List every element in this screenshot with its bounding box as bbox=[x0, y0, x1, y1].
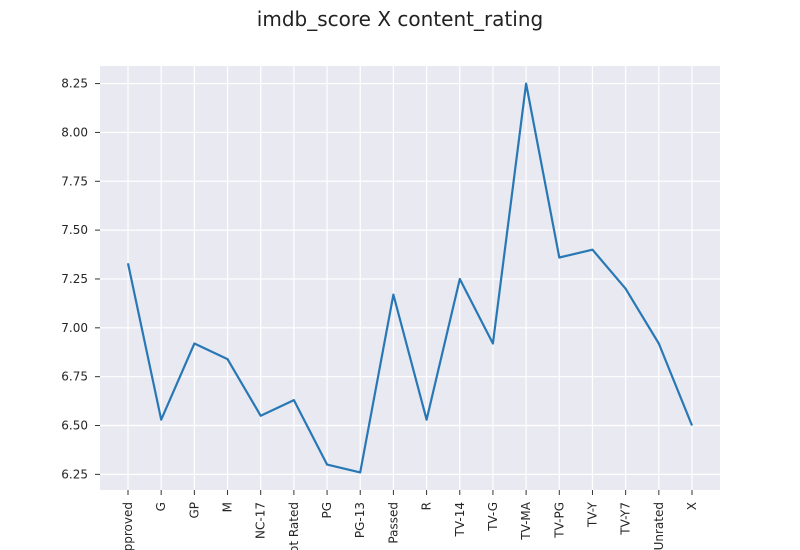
y-tick-label: 7.00 bbox=[61, 321, 88, 335]
x-tick-label: TV-Y7 bbox=[619, 502, 633, 536]
plot-area bbox=[100, 66, 720, 490]
x-tick-label: GP bbox=[187, 502, 201, 519]
x-tick-label: Approved bbox=[121, 502, 135, 550]
y-tick-label: 6.50 bbox=[61, 419, 88, 433]
x-tick-label: PG bbox=[320, 502, 334, 519]
y-tick-label: 6.25 bbox=[61, 467, 88, 481]
x-tick-label: M bbox=[221, 502, 235, 512]
x-tick-label: TV-G bbox=[486, 502, 500, 532]
x-tick-label: TV-Y bbox=[585, 501, 599, 528]
y-tick-label: 7.50 bbox=[61, 223, 88, 237]
chart-title: imdb_score X content_rating bbox=[256, 7, 544, 31]
y-tick-label: 8.00 bbox=[61, 125, 88, 139]
y-axis: 6.25 6.50 6.75 7.00 7.25 7.50 7.75 8.00 8.25 bbox=[61, 77, 100, 481]
x-tick-label: Passed bbox=[386, 502, 400, 544]
x-tick-label: Unrated bbox=[652, 502, 666, 550]
x-axis: Approved G GP M NC-17 Not Rated PG PG-13 Passed R… bbox=[121, 490, 699, 550]
x-tick-label: X bbox=[685, 502, 699, 510]
series-line bbox=[126, 82, 694, 474]
x-tick-label: PG-13 bbox=[353, 502, 367, 538]
y-tick-label: 7.25 bbox=[61, 272, 88, 286]
x-tick-label: TV-PG bbox=[552, 502, 566, 539]
x-tick-label: TV-14 bbox=[453, 502, 467, 537]
x-tick-label: TV-MA bbox=[519, 501, 533, 541]
x-tick-label: R bbox=[420, 502, 434, 510]
y-tick-label: 7.75 bbox=[61, 174, 88, 188]
y-tick-label: 8.25 bbox=[61, 77, 88, 91]
x-tick-label: NC-17 bbox=[254, 502, 268, 539]
x-tick-label: Not Rated bbox=[287, 502, 301, 550]
x-tick-label: G bbox=[154, 502, 168, 511]
y-tick-label: 6.75 bbox=[61, 370, 88, 384]
